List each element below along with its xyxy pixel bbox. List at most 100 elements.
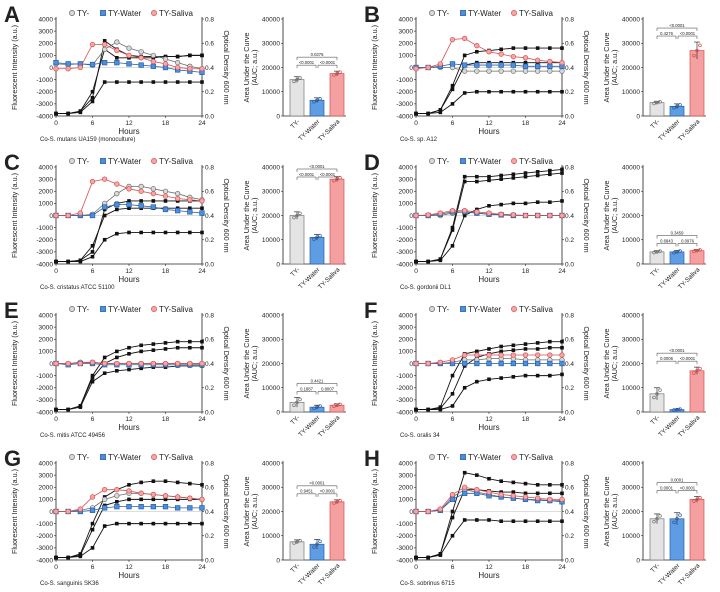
bar-tick-label: 20000 — [622, 65, 640, 72]
x-tick-label: 18 — [162, 268, 170, 275]
left-tick-label: -1000 — [36, 225, 53, 232]
bar-tick-label: 30000 — [262, 189, 280, 196]
legend-marker-icon — [429, 10, 435, 16]
od-point — [487, 204, 491, 208]
right-tick-label: 0.8 — [565, 460, 574, 467]
od-point — [511, 343, 516, 348]
replicate-point — [298, 397, 302, 402]
panel-caption: Co-S. sanguinis SK36 — [40, 581, 99, 587]
fluor-point — [425, 212, 431, 218]
fluor-point — [474, 487, 480, 493]
water-vs-saliva-bracket — [677, 490, 698, 494]
od-point — [450, 373, 455, 378]
replicate-point — [658, 249, 662, 253]
left-tick-label: -2000 — [396, 385, 413, 392]
bar-tick-label: 30000 — [262, 337, 280, 344]
x-tick-label: 0 — [54, 120, 58, 127]
legend-marker-icon — [100, 158, 106, 164]
od-point — [414, 111, 418, 116]
x-tick-label: 24 — [198, 120, 206, 127]
ty-vs-saliva-pvalue: 0.4421 — [311, 378, 324, 383]
fluor-point — [474, 360, 480, 367]
od-point — [548, 168, 552, 173]
fluor-point — [462, 352, 468, 358]
od-point — [548, 491, 552, 496]
od-point — [560, 491, 564, 496]
ty-vs-water-pvalue: 0.0006 — [660, 356, 673, 361]
fluor-point — [462, 208, 468, 214]
fluor-point — [150, 503, 156, 510]
od-point — [499, 89, 503, 94]
left-tick-label: -4000 — [36, 409, 53, 416]
fluor-point — [150, 191, 156, 197]
ty-vs-water-pvalue: 0.1887 — [300, 386, 313, 391]
fluor-point — [77, 506, 83, 512]
od-point — [175, 521, 180, 526]
replicate-point — [315, 542, 319, 546]
od-point — [499, 349, 503, 354]
od-point — [487, 518, 491, 522]
left-tick-label: -3000 — [396, 397, 413, 404]
fluor-point — [522, 63, 529, 69]
left-tick-label: 3000 — [39, 324, 54, 331]
bar-tick-label: 20000 — [622, 361, 640, 368]
legend-label: TY-Water — [468, 9, 502, 18]
replicate-point — [672, 250, 676, 255]
right-axis-title: Optical Density 600 nm — [222, 178, 231, 252]
replicate-point — [698, 43, 702, 48]
od-point — [438, 258, 443, 263]
left-tick-label: 2000 — [39, 189, 54, 196]
panel-d: D TY- TY-Water TY-Saliva40003000200010000-1… — [364, 150, 706, 291]
left-tick-label: -4000 — [36, 113, 53, 120]
left-tick-label: -4000 — [396, 113, 413, 120]
od-point — [560, 519, 564, 523]
ty-vs-saliva-pvalue: 0.0001 — [671, 477, 684, 482]
fluor-point — [89, 41, 96, 48]
od-point — [66, 259, 70, 264]
fluor-point — [102, 41, 108, 48]
fluor-point — [474, 352, 480, 358]
right-tick-label: 0.2 — [205, 385, 214, 392]
od-point — [560, 345, 564, 350]
x-tick-label: 6 — [91, 416, 95, 423]
replicate-point — [335, 71, 339, 76]
od-point — [102, 355, 107, 360]
od-point — [511, 172, 516, 177]
fluor-point — [559, 360, 565, 367]
fluor-point — [535, 495, 541, 501]
auc-bar-ty- — [289, 79, 305, 117]
od-point — [475, 89, 479, 94]
fluor-point — [138, 503, 144, 510]
od-point — [438, 553, 443, 557]
replicate-point — [335, 500, 339, 504]
bar-tick-label: 40000 — [622, 164, 640, 171]
fluor-point — [559, 212, 565, 219]
x-tick-label: 6 — [451, 268, 455, 275]
od-point — [535, 483, 540, 487]
x-tick-label: 0 — [54, 416, 58, 423]
fluor-point — [535, 68, 541, 74]
fluor-point — [462, 484, 468, 490]
od-point — [78, 259, 83, 264]
fluor-point — [89, 178, 96, 185]
od-point — [66, 111, 70, 116]
od-point — [127, 352, 131, 356]
fluor-point — [413, 66, 419, 72]
od-point — [450, 102, 455, 106]
legend-marker-icon — [429, 306, 435, 312]
od-point — [188, 481, 192, 486]
fluor-point — [486, 210, 492, 216]
left-tick-label: 1000 — [39, 201, 54, 208]
od-point — [102, 80, 107, 84]
right-tick-label: 0.8 — [205, 16, 214, 23]
fluor-point — [437, 210, 443, 216]
legend-marker-icon — [151, 454, 157, 460]
left-tick-label: -2000 — [36, 89, 53, 96]
bar-tick-label: 40000 — [622, 460, 640, 467]
panel-letter: H — [364, 446, 380, 471]
fluor-point — [559, 496, 565, 503]
fluor-point — [89, 494, 96, 500]
legend-marker-icon — [69, 158, 75, 164]
right-tick-label: 0.0 — [205, 113, 214, 120]
right-tick-label: 0.4 — [205, 361, 214, 368]
